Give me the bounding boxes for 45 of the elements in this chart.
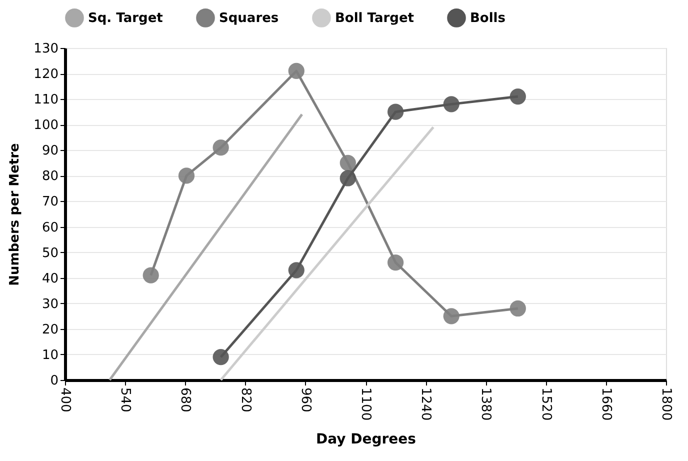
y-tick-label: 50 (42, 246, 58, 261)
x-tick-label: 680 (178, 388, 193, 412)
y-tick-label: 120 (34, 67, 58, 82)
x-tick-label: 1520 (538, 388, 554, 421)
x-tick-label: 1660 (598, 388, 614, 421)
x-tick-label: 540 (118, 388, 133, 412)
y-tick-label: 40 (42, 271, 58, 286)
y-tick-label: 70 (42, 194, 58, 210)
point (443, 96, 460, 112)
point (288, 62, 304, 80)
point (443, 308, 460, 324)
x-tick-label: 820 (238, 388, 253, 412)
y-tick-label: 60 (42, 220, 58, 236)
point (212, 140, 229, 156)
legend-label: Bolls (470, 10, 506, 26)
point (212, 348, 229, 366)
y-tick-label: 10 (42, 348, 58, 363)
x-tick-label: 1800 (658, 388, 674, 421)
x-axis-title: Day Degrees (316, 432, 416, 448)
x-tick-label: 400 (58, 388, 72, 412)
legend-label: Squares (219, 10, 279, 26)
point (387, 104, 404, 120)
y-tick-label: 0 (50, 374, 58, 388)
legend-label: Sq. Target (88, 10, 163, 26)
point (510, 88, 526, 105)
y-tick-label: 100 (34, 118, 58, 134)
x-tick-label: 1380 (478, 388, 494, 421)
point (142, 267, 159, 284)
y-axis-title: Numbers per Metre (8, 142, 23, 286)
point (288, 262, 304, 278)
point (178, 168, 195, 184)
x-tick-label: 1240 (418, 388, 434, 421)
x-tick-label: 1100 (358, 388, 373, 421)
point (340, 170, 356, 186)
y-tick-label: 110 (34, 92, 58, 108)
legend-label: Boll Target (335, 10, 414, 26)
y-tick-label: 20 (42, 322, 58, 338)
point (387, 254, 404, 271)
point (510, 300, 526, 317)
y-tick-label: 130 (34, 42, 58, 56)
y-tick-label: 30 (42, 296, 58, 312)
y-tick-label: 90 (42, 144, 58, 159)
x-tick-label: 960 (298, 388, 313, 412)
y-tick-label: 80 (42, 169, 58, 184)
point (340, 154, 356, 171)
